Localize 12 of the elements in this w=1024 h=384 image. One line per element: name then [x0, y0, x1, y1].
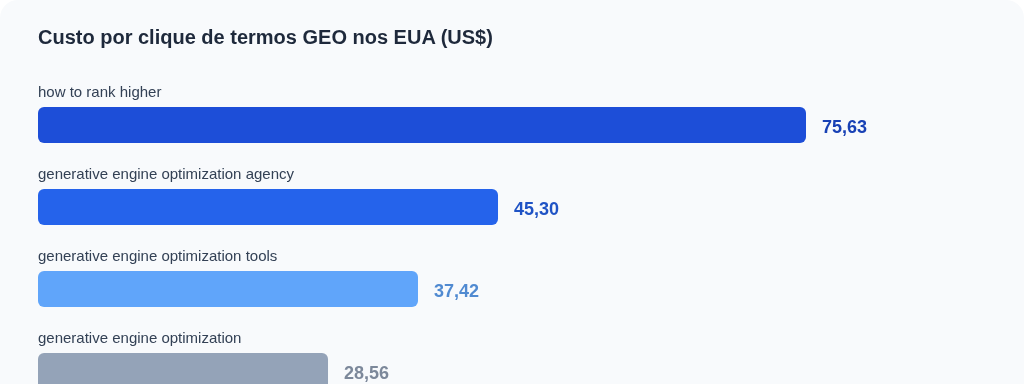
bar — [38, 189, 499, 225]
bar — [38, 107, 806, 143]
data-label: 37,42 — [433, 281, 480, 301]
y-tick-label: generative engine optimization — [38, 329, 242, 346]
y-tick-label: how to rank higher — [38, 83, 162, 100]
y-tick-label: generative engine optimization agency — [38, 165, 295, 182]
y-tick-label: generative engine optimization tools — [38, 247, 278, 264]
data-label: 45,30 — [514, 199, 560, 219]
bar — [38, 271, 418, 307]
data-label: 28,56 — [344, 363, 390, 383]
data-label: 75,63 — [822, 117, 868, 137]
chart-title: Custo por clique de termos GEO nos EUA (US$) — [38, 26, 493, 48]
